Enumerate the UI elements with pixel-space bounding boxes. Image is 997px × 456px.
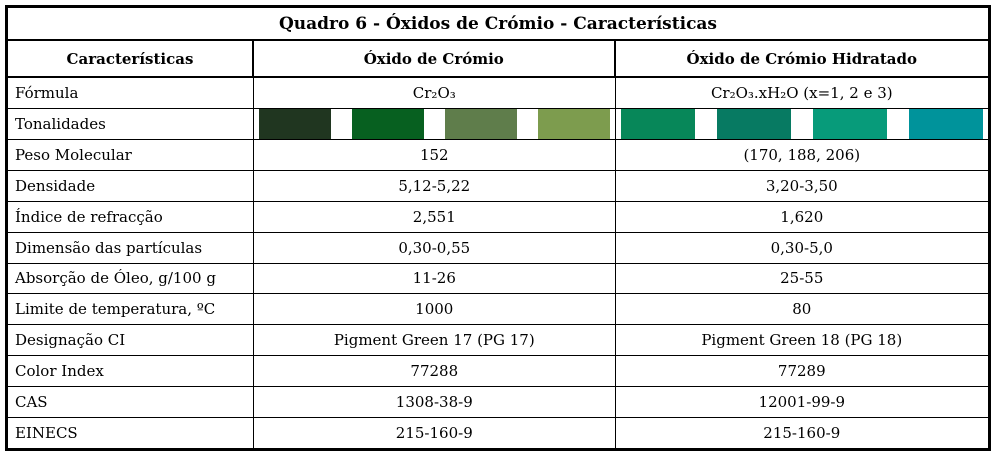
row-value: 77288 [254, 356, 616, 387]
tonalidades-cell [254, 108, 616, 139]
row-value: 215-160-9 [254, 418, 616, 449]
row-value: Cr₂O₃ [254, 78, 616, 108]
row-value: 1,620 [780, 207, 824, 226]
color-swatch-sea-green [620, 108, 695, 139]
row-value: 77289 [777, 362, 826, 381]
tonalidades-cell [616, 108, 988, 139]
table-row: Tonalidades [8, 108, 988, 140]
table-row: Designação CI Pigment Green 17 (PG 17) Pig… [8, 325, 988, 357]
row-value: 11-26 [254, 263, 616, 294]
table-row: CAS 1308-38-9 12001-99-9 [8, 387, 988, 419]
row-value: 80 [792, 300, 812, 319]
row-value: 5,12-5,22 [254, 170, 616, 201]
row-value: (170, 188, 206) [743, 145, 861, 164]
row-value: Cr₂O₃.xH₂O (x=1, 2 e 3) [710, 83, 893, 102]
table-row: Limite de temperatura, ºC 1000 80 [8, 294, 988, 326]
table-header-row: Características Óxido de Crómio Óxido de… [8, 41, 988, 78]
table-row: Densidade 5,12-5,22 3,20-3,50 [8, 170, 988, 202]
color-swatch-cyan-teal [908, 108, 983, 139]
row-value: 0,30-0,55 [254, 232, 616, 263]
row-label: CAS [8, 387, 254, 418]
row-label: Tonalidades [8, 108, 254, 139]
table-body: Fórmula Cr₂O₃ Cr₂O₃.xH₂O (x=1, 2 e 3) Tonal… [8, 78, 988, 449]
color-swatch-yellow-green [537, 108, 610, 139]
table-row: EINECS 215-160-9 215-160-9 [8, 418, 988, 449]
color-swatch-very-dark-green [258, 108, 331, 139]
row-label: Fórmula [8, 78, 254, 108]
color-swatch-forest-green [351, 108, 424, 139]
row-value: 12001-99-9 [758, 393, 846, 412]
row-value: 215-160-9 [763, 424, 841, 443]
row-value: Pigment Green 17 (PG 17) [254, 325, 616, 356]
column-header-oxido-de-cromio-hidratado: Óxido de Crómio Hidratado [686, 49, 917, 68]
color-swatch-teal-green [716, 108, 791, 139]
table-row: Dimensão das partículas 0,30-0,55 0,30-5,0 [8, 232, 988, 264]
color-swatch-bright-teal-green [812, 108, 887, 139]
row-label: EINECS [8, 418, 254, 449]
row-label: Dimensão das partículas [8, 232, 254, 263]
row-value: Pigment Green 18 (PG 18) [701, 331, 903, 350]
row-value: 3,20-3,50 [765, 176, 838, 195]
row-label: Absorção de Óleo, g/100 g [8, 263, 254, 294]
row-value: 1000 [254, 294, 616, 325]
table-row: Absorção de Óleo, g/100 g 11-26 25-55 [8, 263, 988, 295]
table-title: Quadro 6 - Óxidos de Crómio - Caracterís… [8, 8, 988, 41]
row-label: Índice de refracção [8, 201, 254, 232]
row-label: Densidade [8, 170, 254, 201]
table-row: Índice de refracção 2,551 1,620 [8, 201, 988, 233]
table-row: Color Index 77288 77289 [8, 356, 988, 388]
row-label: Designação CI [8, 325, 254, 356]
column-header-caracteristicas: Características [8, 41, 254, 76]
row-label: Color Index [8, 356, 254, 387]
color-swatch-sage-green [444, 108, 517, 139]
row-value: 1308-38-9 [254, 387, 616, 418]
row-value: 152 [254, 139, 616, 170]
row-value: 0,30-5,0 [770, 238, 833, 257]
table-row: Peso Molecular 152 (170, 188, 206) [8, 139, 988, 171]
table-row: Fórmula Cr₂O₃ Cr₂O₃.xH₂O (x=1, 2 e 3) [8, 78, 988, 109]
swatch-strip [616, 108, 988, 139]
row-value: 2,551 [254, 201, 616, 232]
row-value: 25-55 [780, 269, 824, 288]
row-label: Limite de temperatura, ºC [8, 294, 254, 325]
swatch-strip [254, 108, 615, 139]
column-header-oxido-de-cromio: Óxido de Crómio [254, 41, 616, 76]
row-label: Peso Molecular [8, 139, 254, 170]
characteristics-table: Quadro 6 - Óxidos de Crómio - Caracterís… [5, 5, 991, 451]
